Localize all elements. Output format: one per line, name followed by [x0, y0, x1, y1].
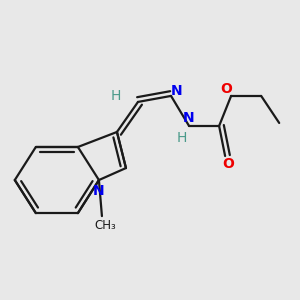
Text: CH₃: CH₃ [94, 219, 116, 232]
Text: N: N [93, 184, 105, 198]
Text: H: H [110, 89, 121, 103]
Text: O: O [222, 157, 234, 170]
Text: N: N [171, 84, 183, 98]
Text: O: O [221, 82, 232, 96]
Text: N: N [183, 112, 195, 125]
Text: H: H [176, 131, 187, 145]
